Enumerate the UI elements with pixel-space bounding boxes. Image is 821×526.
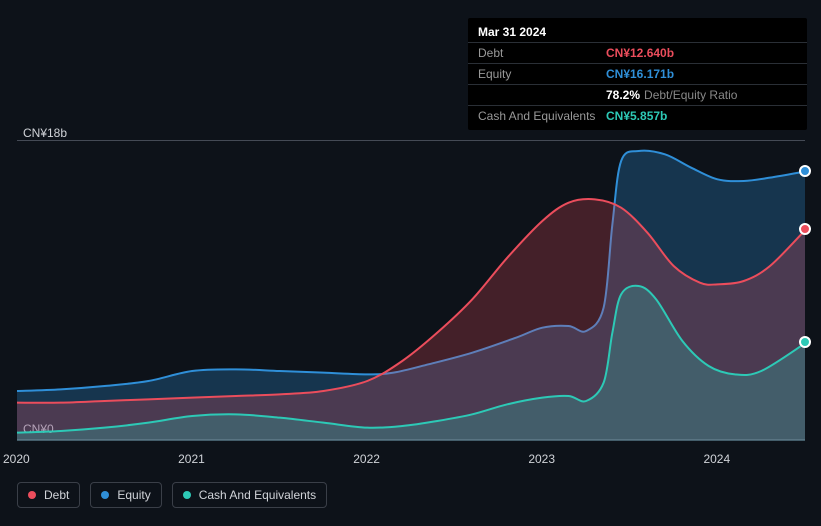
chart-container: Mar 31 2024 DebtCN¥12.640bEquityCN¥16.17… — [0, 0, 821, 526]
legend-item[interactable]: Debt — [17, 482, 80, 508]
chart-legend: Debt Equity Cash And Equivalents — [17, 482, 327, 508]
series-endpoint-marker — [799, 223, 811, 235]
tooltip-row: Cash And EquivalentsCN¥5.857b — [468, 106, 807, 126]
series-endpoint-marker — [799, 336, 811, 348]
x-axis-label: 2020 — [3, 452, 30, 466]
tooltip-row-label — [478, 88, 606, 102]
tooltip-row-value: 78.2% — [606, 88, 640, 102]
legend-item[interactable]: Cash And Equivalents — [172, 482, 327, 508]
legend-dot-icon — [28, 491, 36, 499]
x-axis-label: 2022 — [353, 452, 380, 466]
x-axis-label: 2021 — [178, 452, 205, 466]
tooltip-row-label: Cash And Equivalents — [478, 109, 606, 123]
tooltip-panel: Mar 31 2024 DebtCN¥12.640bEquityCN¥16.17… — [468, 18, 807, 130]
tooltip-row-label: Debt — [478, 46, 606, 60]
tooltip-row-secondary: Debt/Equity Ratio — [644, 88, 737, 102]
legend-item[interactable]: Equity — [90, 482, 161, 508]
chart-plot-area — [17, 140, 805, 440]
tooltip-row-value: CN¥5.857b — [606, 109, 667, 123]
tooltip-row: 78.2% Debt/Equity Ratio — [468, 85, 807, 106]
tooltip-date: Mar 31 2024 — [468, 22, 807, 43]
legend-label: Debt — [44, 488, 69, 502]
x-axis-label: 2023 — [528, 452, 555, 466]
legend-label: Equity — [117, 488, 150, 502]
tooltip-row: EquityCN¥16.171b — [468, 64, 807, 85]
tooltip-row-value: CN¥12.640b — [606, 46, 674, 60]
legend-dot-icon — [183, 491, 191, 499]
legend-label: Cash And Equivalents — [199, 488, 316, 502]
chart-svg — [17, 141, 805, 441]
tooltip-row: DebtCN¥12.640b — [468, 43, 807, 64]
x-axis-label: 2024 — [703, 452, 730, 466]
series-endpoint-marker — [799, 165, 811, 177]
tooltip-row-value: CN¥16.171b — [606, 67, 674, 81]
y-axis-label-max: CN¥18b — [23, 126, 67, 140]
legend-dot-icon — [101, 491, 109, 499]
tooltip-row-label: Equity — [478, 67, 606, 81]
